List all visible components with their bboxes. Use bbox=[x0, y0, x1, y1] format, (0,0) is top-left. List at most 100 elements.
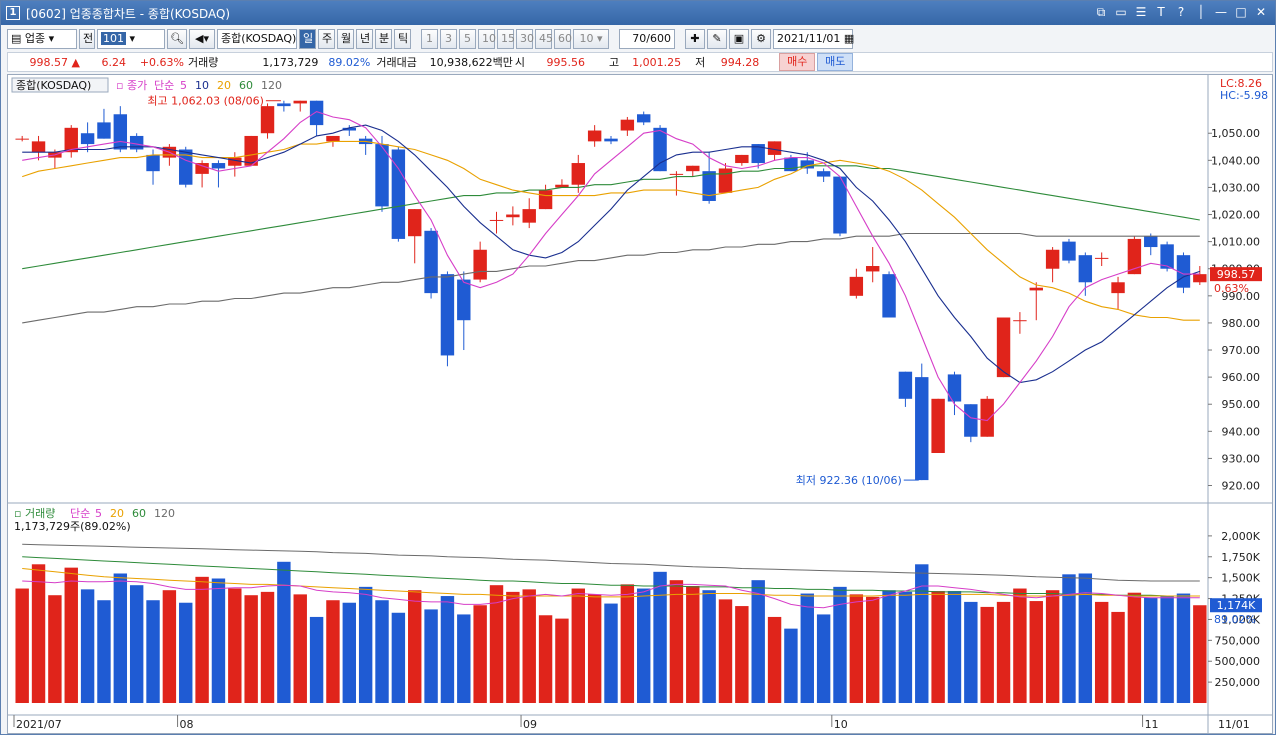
x-tick-label: 09 bbox=[523, 718, 537, 731]
low-annotation: 최저 922.36 (10/06) bbox=[796, 474, 902, 487]
period-day[interactable]: 일 bbox=[299, 29, 316, 49]
period-tick[interactable]: 틱 bbox=[394, 29, 411, 49]
minute-30[interactable]: 30 bbox=[516, 29, 534, 49]
buy-button[interactable]: 매수 bbox=[779, 53, 816, 71]
period-month[interactable]: 월 bbox=[337, 29, 354, 49]
maximize-button[interactable]: □ bbox=[1235, 5, 1247, 19]
legend-ma-10: 10 bbox=[195, 79, 209, 92]
candle-body bbox=[555, 184, 569, 188]
volume-bar bbox=[162, 590, 177, 703]
volume-bar bbox=[1029, 601, 1043, 703]
period-week[interactable]: 주 bbox=[318, 29, 335, 49]
x-tick-label: 10 bbox=[834, 718, 848, 731]
chart-svg[interactable]: 1,050.00 1,040.00 1,030.00 1,020.00 1,010.00… bbox=[8, 75, 1272, 733]
ma120-line bbox=[22, 232, 1200, 324]
period-minute[interactable]: 분 bbox=[375, 29, 392, 49]
search-icon[interactable]: 🔍︎ bbox=[167, 29, 187, 49]
minute-45[interactable]: 45 bbox=[535, 29, 553, 49]
candle-body bbox=[604, 138, 618, 142]
candle-body bbox=[1144, 236, 1158, 248]
volume-y-tick-label: 2,000K bbox=[1221, 530, 1260, 543]
legend-title-box bbox=[11, 77, 109, 93]
y-tick-label: 980.00 bbox=[1222, 317, 1261, 330]
chart-area[interactable]: 1,050.00 1,040.00 1,030.00 1,020.00 1,010.00… bbox=[7, 74, 1273, 734]
volume-bar bbox=[555, 618, 569, 703]
candle-body bbox=[506, 214, 520, 218]
candle-body bbox=[898, 371, 913, 399]
close-button[interactable]: ✕ bbox=[1255, 5, 1267, 19]
volume-bar bbox=[898, 591, 913, 703]
window-list-icon[interactable]: ☰ bbox=[1135, 5, 1147, 19]
candle-body bbox=[146, 154, 160, 172]
candle-body bbox=[80, 133, 95, 145]
legend-ma-20: 20 bbox=[217, 79, 231, 92]
volume-bar bbox=[522, 589, 536, 703]
volume-bar bbox=[113, 573, 128, 703]
name-field[interactable]: 종합(KOSDAQ) bbox=[217, 29, 297, 49]
y-tick-label: 920.00 bbox=[1222, 480, 1261, 493]
volume-y-tick-label: 1,750K bbox=[1221, 551, 1260, 564]
candle-body bbox=[1193, 274, 1207, 283]
ma10-line bbox=[22, 124, 1200, 384]
volume-bar bbox=[587, 594, 602, 703]
help-icon[interactable]: ? bbox=[1177, 5, 1185, 19]
volume-bar bbox=[489, 585, 504, 703]
volume-bar bbox=[342, 602, 357, 703]
volume-bar bbox=[620, 584, 635, 703]
candle-body bbox=[882, 274, 896, 318]
count-field[interactable]: 70/600 bbox=[619, 29, 675, 49]
minute-5[interactable]: 5 bbox=[459, 29, 476, 49]
volume-bar bbox=[15, 588, 29, 703]
volume-y-tick-label: 250,000 bbox=[1215, 676, 1261, 689]
prev-button[interactable]: 전 bbox=[79, 29, 95, 49]
crosshair-icon[interactable]: ✚ bbox=[685, 29, 705, 49]
volume-bar bbox=[751, 580, 765, 703]
code-select[interactable]: 101 ▾ bbox=[97, 29, 165, 49]
price-value: 998.57 ▲ bbox=[29, 55, 80, 69]
minute-15[interactable]: 15 bbox=[497, 29, 515, 49]
volume-bar bbox=[669, 580, 684, 703]
market-select[interactable]: ▤ 업종 ▾ bbox=[7, 29, 77, 49]
ma5-line bbox=[22, 110, 1200, 422]
volume-bar bbox=[653, 571, 667, 703]
window-font-icon[interactable]: T bbox=[1157, 5, 1165, 19]
draw-tool-icon[interactable]: ✎ bbox=[707, 29, 727, 49]
sell-button[interactable]: 매도 bbox=[817, 53, 854, 71]
volume-bar bbox=[408, 590, 422, 703]
volume-bar bbox=[604, 603, 618, 703]
volume-bar bbox=[784, 628, 798, 703]
window-link-icon[interactable]: ⧉ bbox=[1096, 5, 1106, 19]
y-tick-label: 1,050.00 bbox=[1211, 127, 1260, 140]
window-tile-icon[interactable]: ▭ bbox=[1115, 5, 1127, 19]
candle-body bbox=[1078, 255, 1093, 283]
candle-body bbox=[718, 168, 733, 193]
volume-bar bbox=[996, 601, 1011, 703]
minute-select[interactable]: 10 ▾ bbox=[573, 29, 609, 49]
date-field[interactable]: 2021/11/01 ▦ bbox=[773, 29, 855, 49]
volume-legend-ma-20: 20 bbox=[110, 507, 124, 520]
volume-bar bbox=[865, 596, 880, 703]
save-icon[interactable]: ▣ bbox=[729, 29, 749, 49]
period-year[interactable]: 년 bbox=[356, 29, 373, 49]
x-tick-label: 08 bbox=[180, 718, 194, 731]
volume-bar bbox=[702, 590, 716, 703]
change-value: 6.24 bbox=[101, 55, 127, 69]
calendar-icon[interactable]: ▦ bbox=[843, 32, 855, 45]
volume-bar bbox=[1078, 573, 1093, 703]
volume-bar bbox=[718, 599, 733, 703]
minimize-button[interactable]: — bbox=[1215, 5, 1227, 19]
candle-body bbox=[31, 141, 46, 153]
settings-icon[interactable]: ⚙ bbox=[751, 29, 771, 49]
candle-body bbox=[1029, 287, 1043, 291]
candles bbox=[15, 100, 1207, 481]
sound-icon[interactable]: ◀▾ bbox=[189, 29, 215, 49]
minute-60[interactable]: 60 bbox=[554, 29, 572, 49]
volume-value: 1,173,729 bbox=[262, 55, 319, 69]
volume-bar bbox=[457, 614, 471, 703]
volume-bar bbox=[882, 590, 896, 703]
minute-1[interactable]: 1 bbox=[421, 29, 438, 49]
minute-10[interactable]: 10 bbox=[478, 29, 496, 49]
minute-3[interactable]: 3 bbox=[440, 29, 457, 49]
candle-body bbox=[865, 266, 880, 272]
volume-bar bbox=[80, 589, 95, 703]
